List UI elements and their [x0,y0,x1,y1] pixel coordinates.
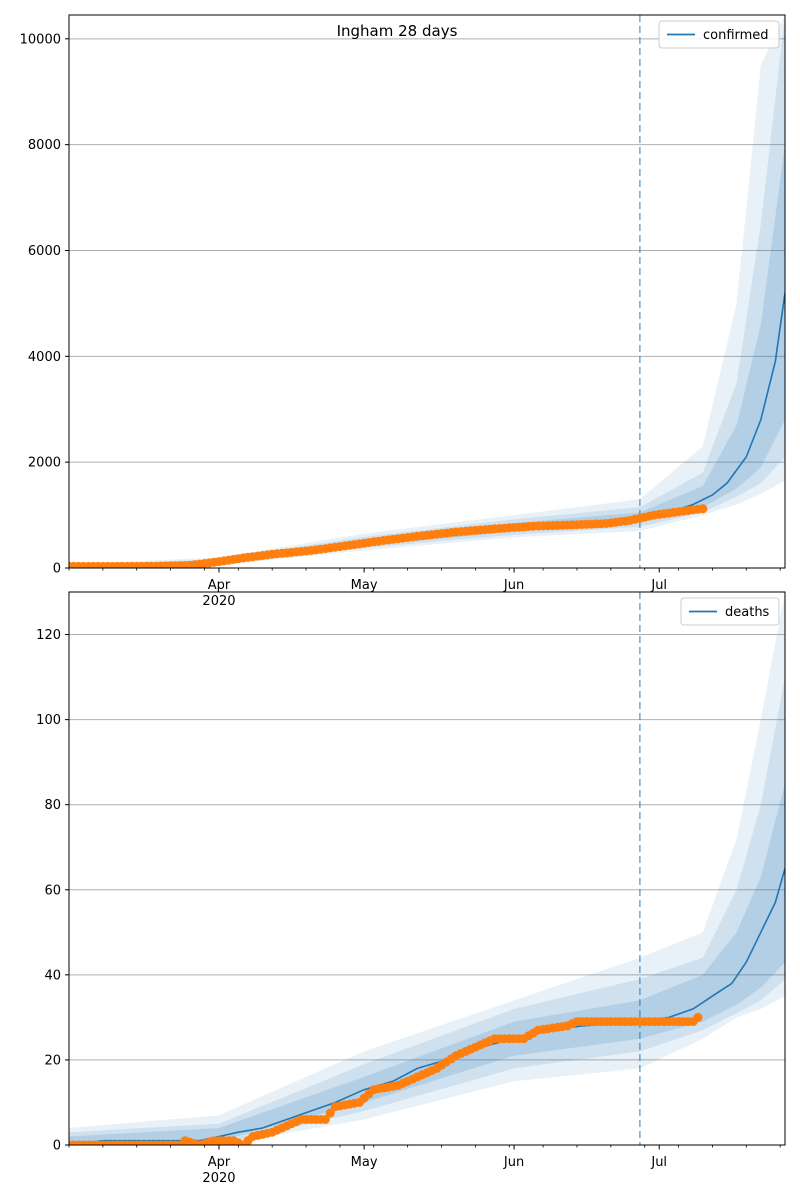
observed-point [693,1012,703,1022]
uncertainty-band-outer [69,592,785,1145]
y-tick-label: 100 [36,713,61,728]
x-tick-label: May [351,1155,378,1170]
axes-frame [68,14,786,569]
y-tick-label: 80 [44,798,61,813]
x-tick-label: Jul [650,1155,667,1170]
x-tick-sublabel: 2020 [202,594,235,609]
legend-box [658,20,780,49]
x-tick-label: Apr [208,578,231,593]
y-tick-label: 60 [44,883,61,898]
x-tick-label: Jun [503,578,524,593]
observed-point [698,504,708,514]
plot-area [69,592,785,1145]
x-tick-label: Apr [208,1155,231,1170]
y-tick-label: 40 [44,968,61,983]
uncertainty-band-mid [69,677,785,1145]
observed-points [69,1012,703,1145]
legend: confirmed [658,20,780,49]
observed-points [69,504,708,568]
y-tick-label: 120 [36,628,61,643]
series-line-confirmed [69,292,785,568]
uncertainty-band-inner [69,144,785,567]
x-tick-label: Jun [503,1155,524,1170]
axes-frame [68,591,786,1146]
y-tick-label: 10000 [20,32,61,47]
legend-label: confirmed [703,28,769,43]
y-tick-label: 8000 [28,138,61,153]
y-tick-label: 6000 [28,244,61,259]
legend: deaths [680,597,780,626]
plot-area [69,15,785,568]
chart-title: Ingham 28 days [337,22,458,40]
y-tick-label: 0 [53,562,61,577]
y-tick-label: 0 [53,1139,61,1154]
x-tick-label: Jul [650,578,667,593]
y-tick-label: 20 [44,1053,61,1068]
observed-point [320,1115,330,1124]
uncertainty-band-outer [69,15,785,568]
x-tick-label: May [351,578,378,593]
legend-label: deaths [725,605,770,620]
x-tick-sublabel: 2020 [202,1171,235,1186]
y-tick-label: 2000 [28,456,61,471]
observed-point [325,1108,335,1118]
legend-box [680,597,780,626]
y-tick-label: 4000 [28,350,61,365]
